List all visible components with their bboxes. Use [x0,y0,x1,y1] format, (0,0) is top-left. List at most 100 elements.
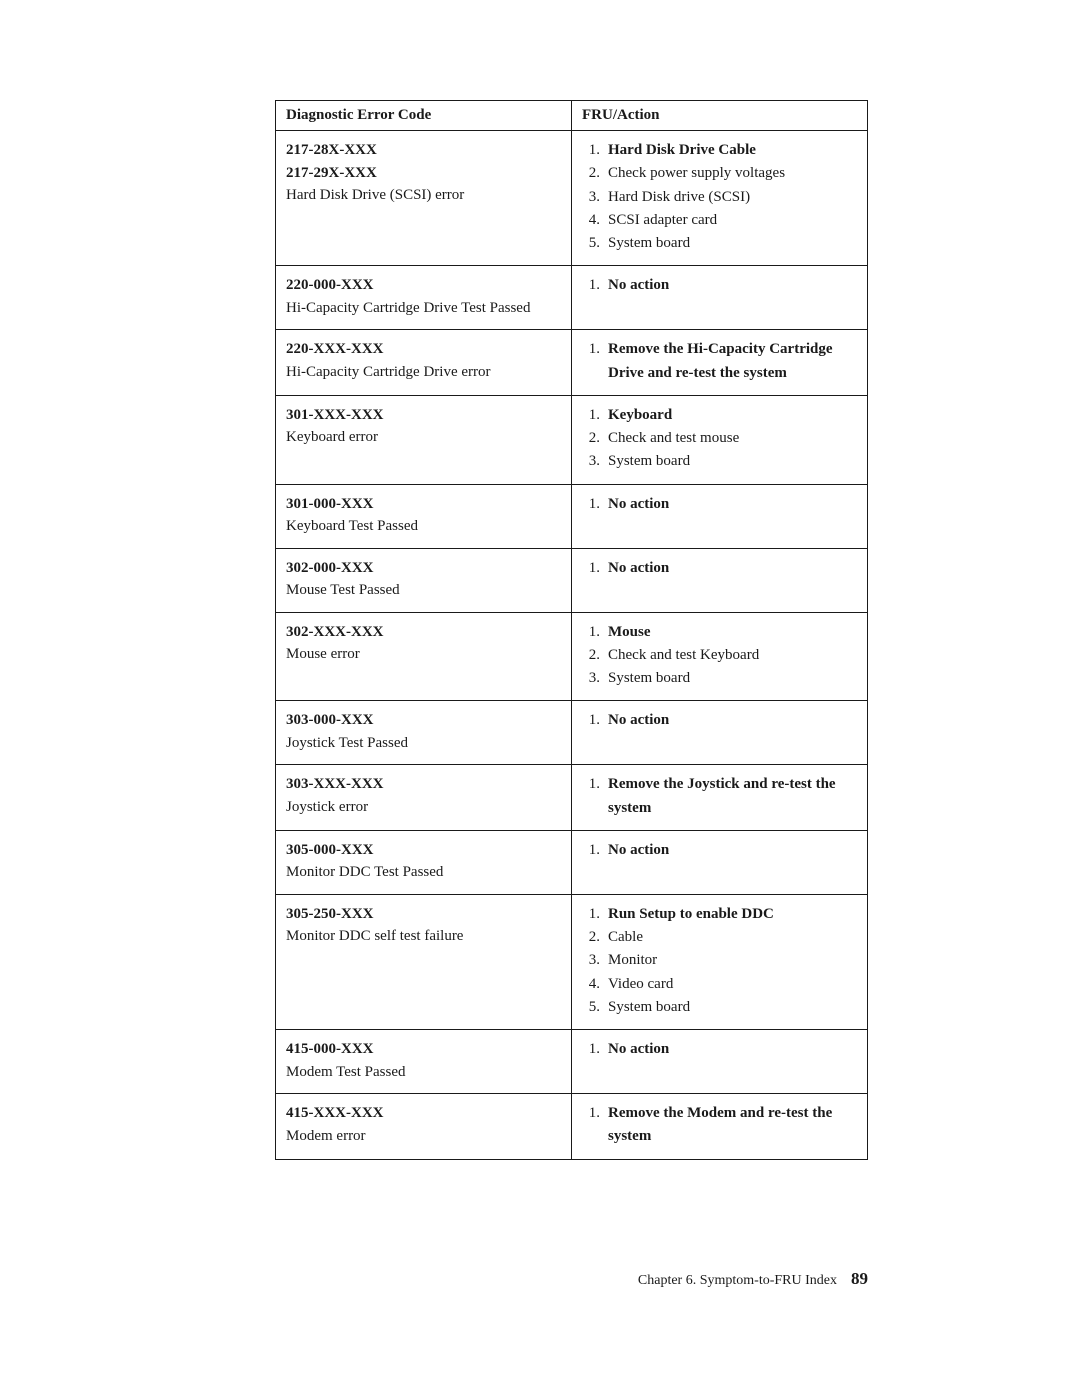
action-item: 3.System board [582,667,857,690]
action-item: 3.Hard Disk drive (SCSI) [582,186,857,209]
error-code-description: Modem error [286,1125,561,1148]
page-footer: Chapter 6. Symptom-to-FRU Index 89 [638,1269,868,1289]
action-number: 1. [582,557,600,580]
action-text: No action [608,493,669,516]
action-text: Hard Disk Drive Cable [608,139,756,162]
action-item: 2.Check and test Keyboard [582,644,857,667]
action-item: 3. Monitor [582,949,857,972]
action-list: 1. Remove the Modem and re-test the syste… [582,1102,857,1149]
error-code-cell: 301-XXX-XXXKeyboard error [276,395,572,484]
page-number: 89 [851,1269,868,1289]
error-code-description: Joystick error [286,796,561,819]
action-item: 5.System board [582,232,857,255]
action-list: 1. No action [582,709,857,732]
fru-action-cell: 1. No action [572,830,868,894]
action-number: 1. [582,1102,600,1125]
action-text: Remove the Modem and re-test the system [608,1102,857,1149]
fru-action-cell: 1. No action [572,1030,868,1094]
fru-action-cell: 1.Remove the Hi-Capacity Cartridge Drive… [572,330,868,396]
fru-action-cell: 1. Remove the Modem and re-test the syste… [572,1094,868,1160]
action-list: 1. No action [582,839,857,862]
action-number: 2. [582,644,600,667]
action-item: 1. No action [582,557,857,580]
action-list: 1.Hard Disk Drive Cable2.Check power sup… [582,139,857,255]
fru-action-cell: 1.Remove the Joystick and re-test the sy… [572,765,868,831]
action-text: No action [608,709,669,732]
table-row: 301-XXX-XXXKeyboard error1.Keyboard2.Che… [276,395,868,484]
action-number: 1. [582,709,600,732]
action-text: Video card [608,973,673,996]
fru-action-cell: 1.Mouse2.Check and test Keyboard3.System… [572,612,868,701]
action-number: 1. [582,903,600,926]
error-code: 301-000-XXX [286,493,561,516]
error-code: 415-XXX-XXX [286,1102,561,1125]
table-row: 303-XXX-XXXJoystick error1.Remove the Jo… [276,765,868,831]
action-text: No action [608,557,669,580]
action-text: System board [608,996,690,1019]
action-list: 1.Keyboard2.Check and test mouse3.System… [582,404,857,474]
table-header-row: Diagnostic Error Code FRU/Action [276,101,868,131]
action-list: 1.No action [582,274,857,297]
action-list: 1.Remove the Hi-Capacity Cartridge Drive… [582,338,857,385]
action-text: Remove the Joystick and re-test the syst… [608,773,857,820]
action-text: No action [608,1038,669,1061]
error-code-cell: 302-000-XXXMouse Test Passed [276,548,572,612]
error-code-description: Hard Disk Drive (SCSI) error [286,184,561,207]
action-number: 3. [582,667,600,690]
action-number: 1. [582,274,600,297]
action-text: No action [608,839,669,862]
table-row: 302-000-XXXMouse Test Passed 1. No action [276,548,868,612]
error-code: 305-250-XXX [286,903,561,926]
error-code-table: Diagnostic Error Code FRU/Action 217-28X… [275,100,868,1160]
footer-chapter-text: Chapter 6. Symptom-to-FRU Index [638,1273,837,1289]
error-code-cell: 301-000-XXXKeyboard Test Passed [276,484,572,548]
action-list: 1. No action [582,557,857,580]
action-list: 1. No action [582,1038,857,1061]
action-text: System board [608,232,690,255]
action-number: 3. [582,186,600,209]
table-body: 217-28X-XXX217-29X-XXXHard Disk Drive (S… [276,131,868,1160]
table-row: 305-000-XXXMonitor DDC Test Passed1.No a… [276,830,868,894]
error-code: 217-28X-XXX [286,139,561,162]
action-number: 5. [582,996,600,1019]
table-row: 301-000-XXXKeyboard Test Passed 1.No acti… [276,484,868,548]
action-text: Check and test mouse [608,427,739,450]
action-item: 1.Run Setup to enable DDC [582,903,857,926]
action-number: 2. [582,427,600,450]
error-code-cell: 302-XXX-XXXMouse error [276,612,572,701]
action-item: 3.System board [582,450,857,473]
action-number: 3. [582,949,600,972]
error-code-cell: 415-000-XXXModem Test Passed [276,1030,572,1094]
action-number: 4. [582,973,600,996]
action-item: 1. No action [582,709,857,732]
document-page: Diagnostic Error Code FRU/Action 217-28X… [0,0,1080,1220]
error-code-cell: 220-XXX-XXXHi-Capacity Cartridge Drive e… [276,330,572,396]
fru-action-cell: 1.Run Setup to enable DDC2.Cable3. Monito… [572,894,868,1029]
action-number: 1. [582,404,600,427]
error-code-description: Mouse error [286,643,561,666]
action-number: 1. [582,1038,600,1061]
error-code: 220-XXX-XXX [286,338,561,361]
action-item: 1.No action [582,493,857,516]
action-list: 1.Mouse2.Check and test Keyboard3.System… [582,621,857,691]
error-code-cell: 305-250-XXXMonitor DDC self test failure [276,894,572,1029]
table-row: 415-000-XXXModem Test Passed 1. No action [276,1030,868,1094]
action-item: 2.Cable [582,926,857,949]
action-number: 2. [582,926,600,949]
action-item: 2. Check and test mouse [582,427,857,450]
action-list: 1.Run Setup to enable DDC2.Cable3. Monito… [582,903,857,1019]
action-number: 1. [582,139,600,162]
header-fru-action: FRU/Action [572,101,868,131]
action-text: Mouse [608,621,651,644]
action-list: 1.No action [582,493,857,516]
action-number: 1. [582,839,600,862]
error-code-cell: 303-000-XXXJoystick Test Passed [276,701,572,765]
table-row: 217-28X-XXX217-29X-XXXHard Disk Drive (S… [276,131,868,266]
action-item: 1. Hard Disk Drive Cable [582,139,857,162]
error-code: 415-000-XXX [286,1038,561,1061]
action-text: Monitor [608,949,657,972]
action-text: System board [608,450,690,473]
error-code-description: Modem Test Passed [286,1061,561,1084]
error-code-cell: 415-XXX-XXXModem error [276,1094,572,1160]
error-code-description: Joystick Test Passed [286,732,561,755]
